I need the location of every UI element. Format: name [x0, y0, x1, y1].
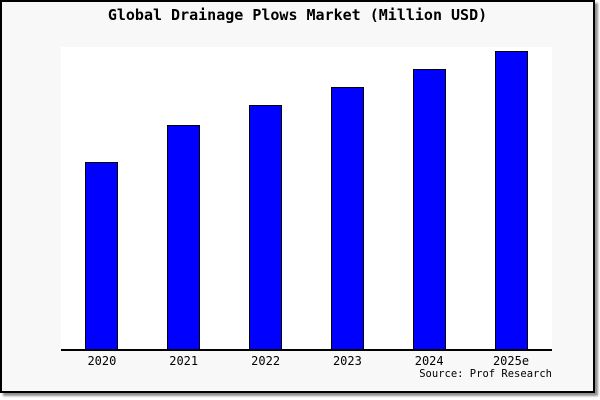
- x-axis-ticks: 2020 2021 2022 2023 2024 2025e: [2, 354, 593, 370]
- x-tick-label-2025e: 2025e: [492, 354, 530, 368]
- x-tick-label-2022: 2022: [251, 354, 281, 368]
- bar-2024: [412, 69, 446, 349]
- bar-2020: [85, 161, 119, 349]
- chart-frame: Global Drainage Plows Market (Million US…: [0, 0, 595, 393]
- bar-2023: [330, 86, 364, 349]
- bar-2021: [167, 125, 201, 349]
- x-tick-label-2021: 2021: [169, 354, 199, 368]
- chart-title: Global Drainage Plows Market (Million US…: [107, 6, 488, 24]
- x-tick-label-2023: 2023: [332, 354, 362, 368]
- source-note: Source: Prof Research: [419, 368, 552, 380]
- bar-2022: [249, 105, 283, 349]
- x-tick-label-2024: 2024: [414, 354, 444, 368]
- plot-area: [61, 47, 552, 351]
- bar-2025e: [494, 50, 528, 349]
- x-tick-label-2020: 2020: [87, 354, 117, 368]
